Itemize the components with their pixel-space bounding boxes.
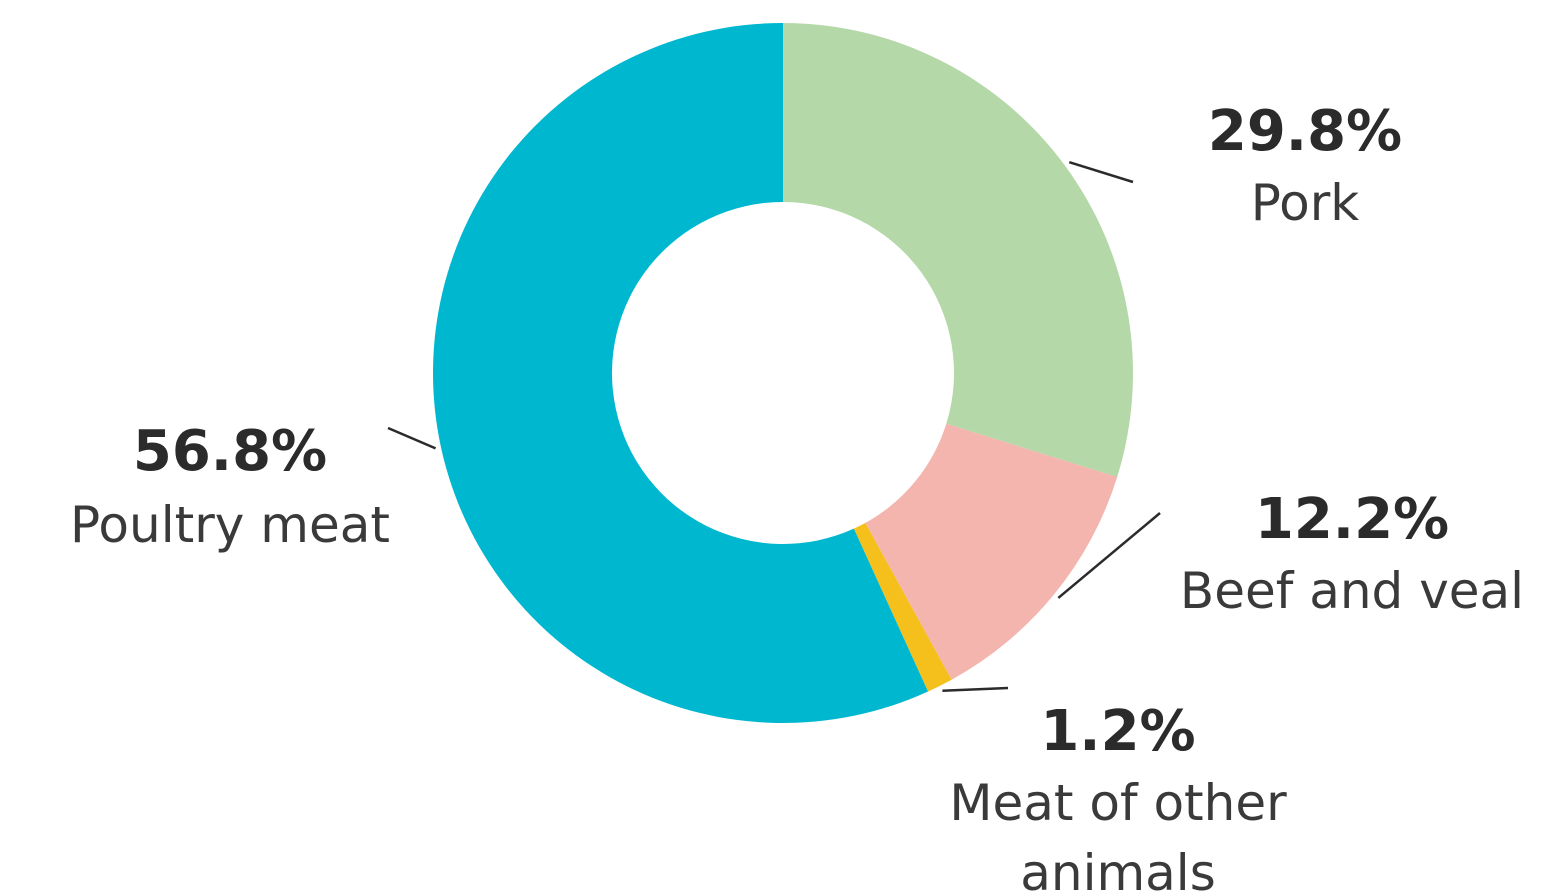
poultry-meat-category-label: Poultry meat: [70, 496, 390, 554]
poultry-meat-value-label: 56.8%: [133, 419, 327, 484]
slices-group: [433, 23, 1134, 723]
meat-of-other-animals-category-label: Meat of other animals: [949, 774, 1287, 896]
leader-line-beef-and-veal: [1057, 512, 1161, 599]
slice-beef-and-veal: [865, 423, 1118, 680]
pork-category-label: Pork: [1251, 174, 1360, 232]
slice-poultry-meat: [433, 23, 929, 723]
leader-line-pork: [1068, 161, 1134, 184]
leader-line-meat-of-other-animals: [942, 686, 1009, 693]
beef-and-veal-category-label: Beef and veal: [1180, 562, 1524, 620]
slice-meat-of-other-animals: [853, 522, 952, 692]
beef-and-veal-value-label: 12.2%: [1255, 487, 1449, 552]
slice-pork: [783, 23, 1134, 477]
pork-value-label: 29.8%: [1208, 99, 1402, 164]
leader-lines-group: [387, 161, 1161, 693]
meat-of-other-animals-value-label: 1.2%: [1040, 699, 1195, 764]
leader-line-poultry-meat: [387, 426, 437, 450]
